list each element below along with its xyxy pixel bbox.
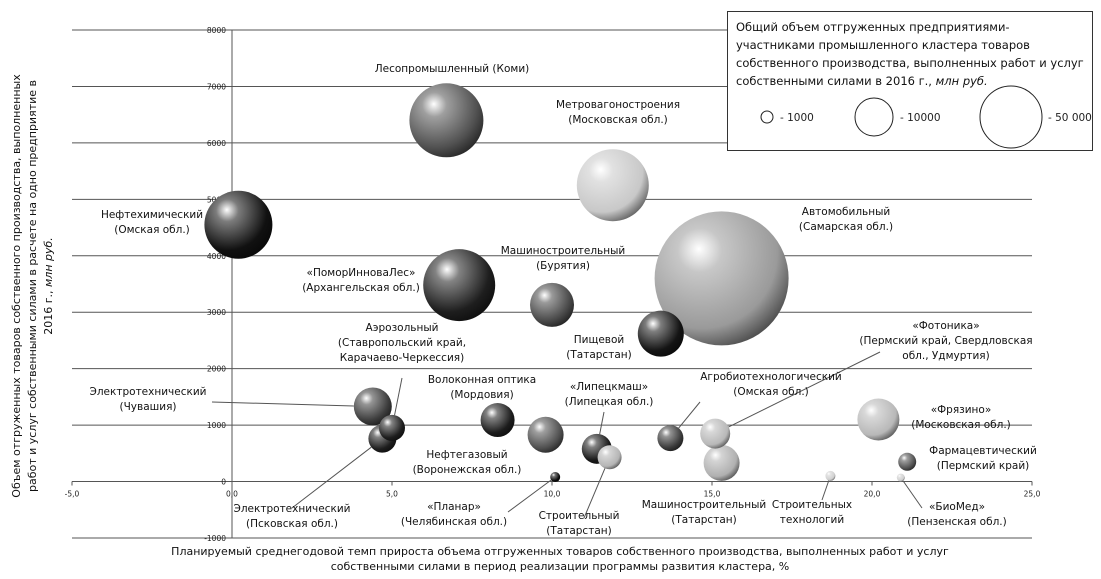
leader-line — [821, 480, 830, 501]
x-tick-label: 5,0 — [386, 490, 398, 499]
bubble-label: «ПоморИнноваЛес» (Архангельская обл.) — [302, 267, 420, 294]
bubble — [530, 282, 574, 327]
y-axis-title: Объем отгруженных товаров собственного п… — [10, 74, 55, 498]
bubble — [576, 149, 649, 222]
bubble — [896, 473, 905, 482]
y-tick-label: 7000 — [207, 82, 226, 91]
y-tick-label: 0 — [221, 478, 226, 487]
legend-circle — [979, 85, 1043, 149]
legend-title-text: Общий объем отгруженных предприятиями-уч… — [736, 20, 1084, 88]
legend-circle — [760, 110, 774, 124]
bubble — [857, 398, 900, 441]
y-axis-title-line: работ и услуг собственными силами в расч… — [26, 80, 39, 492]
y-tick-label: 1000 — [207, 421, 226, 430]
leader-line — [507, 479, 552, 513]
bubble — [703, 444, 740, 481]
bubble-label: Нефтехимический (Омская обл.) — [101, 209, 203, 236]
bubble — [825, 470, 836, 481]
bubble-labels: Лесопромышленный (Коми) Метровагоностроен… — [90, 63, 1037, 537]
x-tick-label: -5,0 — [65, 490, 80, 499]
y-tick-label: 2000 — [207, 365, 226, 374]
legend: Общий объем отгруженных предприятиями-уч… — [727, 11, 1093, 151]
legend-circle — [854, 97, 894, 137]
bubble — [379, 414, 405, 441]
bubble-label: Лесопромышленный (Коми) — [375, 63, 530, 75]
leader-line — [599, 411, 605, 435]
y-axis-title-line: Объем отгруженных товаров собственного п… — [10, 74, 23, 498]
x-axis-title-line: собственными силами в период реализации … — [331, 560, 790, 573]
leader-line — [583, 468, 606, 519]
bubble-label: Электротехнический (Чувашия) — [90, 386, 207, 413]
bubble-label: Аэрозольный (Ставропольский край, Карачаев… — [338, 322, 466, 364]
bubble — [480, 403, 515, 438]
bubble-label: «Фотоника» (Пермский край, Свердловская об… — [859, 320, 1032, 362]
x-tick-label: 25,0 — [1024, 490, 1041, 499]
x-axis-title: Планируемый среднегодовой темп прироста … — [171, 545, 949, 573]
bubble-label: «Фрязино» (Московская обл.) — [911, 404, 1011, 431]
legend-items: - 1000 - 10000 - 50 000 — [760, 85, 1092, 149]
bubble-label: «Липецкмаш» (Липецкая обл.) — [565, 381, 654, 408]
y-tick-label: 4000 — [207, 252, 226, 261]
x-axis-title-line: Планируемый среднегодовой темп прироста … — [171, 545, 949, 558]
bubble-label: Волоконная оптика (Мордовия) — [428, 374, 536, 401]
x-tick-label: 20,0 — [864, 490, 881, 499]
bubble-label: Нефтегазовый (Воронежская обл.) — [413, 449, 522, 476]
bubble-label: Автомобильный (Самарская обл.) — [799, 206, 893, 233]
bubble — [637, 310, 684, 357]
bubble-label: Машиностроительный (Татарстан) — [642, 499, 766, 526]
leader-line — [211, 401, 354, 407]
x-tick-label: 0,0 — [226, 490, 238, 499]
bubble — [204, 190, 273, 259]
bubble-label: Строительных технологий — [772, 499, 852, 526]
bubble — [550, 472, 561, 483]
bubbles — [204, 83, 917, 483]
legend-title-unit: млн руб. — [935, 74, 988, 88]
bubble-label: «Планар» (Челябинская обл.) — [401, 501, 507, 528]
bubble — [353, 387, 392, 426]
y-tick-label: -1000 — [204, 534, 226, 543]
bubble — [654, 211, 789, 346]
legend-label: - 1000 — [780, 112, 814, 124]
x-tick-label: 15,0 — [704, 490, 721, 499]
leader-line — [678, 401, 701, 429]
legend-title: Общий объем отгруженных предприятиями-уч… — [736, 18, 1086, 90]
legend-label: - 10000 — [900, 112, 941, 124]
axes: -1000010002000300040005000600070008000-5… — [65, 26, 1041, 543]
y-tick-label: 8000 — [207, 26, 226, 35]
bubble — [423, 249, 496, 322]
bubble-label: Метровагоностроения (Московская обл.) — [556, 99, 680, 126]
leader-line — [902, 480, 923, 509]
bubble — [700, 418, 731, 449]
bubble — [597, 445, 622, 470]
x-tick-label: 10,0 — [544, 490, 561, 499]
bubble-label: Строительный (Татарстан) — [539, 510, 620, 537]
bubble-label: Электротехнический (Псковская обл.) — [234, 503, 351, 530]
bubble — [898, 452, 917, 471]
legend-label: - 50 000 — [1048, 112, 1092, 124]
bubble-label: Машиностроительный (Бурятия) — [501, 245, 625, 272]
bubble — [409, 83, 484, 158]
bubble — [527, 416, 564, 453]
bubble-label: «БиоМед» (Пензенская обл.) — [907, 501, 1006, 528]
leader-line — [394, 377, 403, 416]
leader-lines — [211, 351, 923, 519]
bubble-label: Фармацевтический (Пермский край) — [929, 445, 1037, 472]
leader-line — [728, 351, 881, 428]
y-tick-label: 6000 — [207, 139, 226, 148]
leader-line — [291, 446, 372, 509]
y-axis-title-line: 2016 г., млн руб. — [42, 237, 55, 335]
bubble — [657, 425, 684, 452]
y-tick-label: 3000 — [207, 308, 226, 317]
bubble-label: Агробиотехнологический (Омская обл.) — [700, 371, 842, 398]
bubble-label: Пищевой (Татарстан) — [566, 334, 631, 361]
